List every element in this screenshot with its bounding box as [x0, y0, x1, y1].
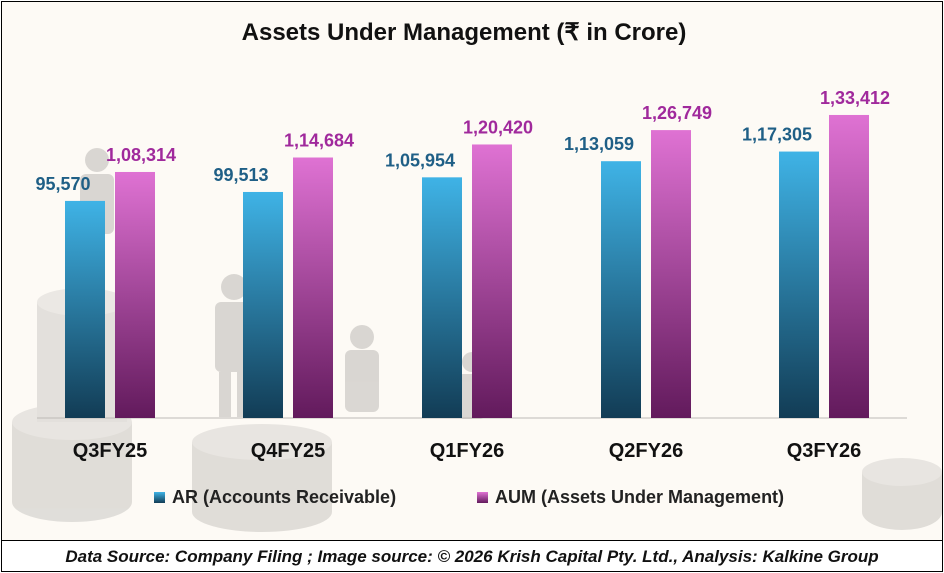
- source-text: Data Source: Company Filing ; Image sour…: [65, 546, 879, 566]
- bar-aum-q3fy26: [829, 114, 869, 418]
- legend-swatch: [477, 492, 488, 503]
- data-label-aum-q3fy25: 1,08,314: [106, 145, 176, 165]
- data-label-aum-q1fy26: 1,20,420: [463, 117, 533, 137]
- bar-aum-q3fy25: [115, 171, 155, 418]
- data-label-ar-q4fy25: 99,513: [213, 165, 268, 185]
- data-label-ar-q2fy26: 1,13,059: [564, 134, 634, 154]
- data-label-ar-q1fy26: 1,05,954: [385, 150, 455, 170]
- data-label-aum-q4fy25: 1,14,684: [284, 131, 354, 151]
- bar-aum-q1fy26: [472, 144, 512, 418]
- background-illustration: [2, 2, 942, 532]
- coin-stack-left: [12, 288, 942, 532]
- chart-title: Assets Under Management (₹ in Crore): [242, 19, 687, 46]
- legend-item-aum: AUM (Assets Under Management): [477, 487, 784, 507]
- bar-aum-q4fy25: [293, 157, 333, 418]
- legend-label: AR (Accounts Receivable): [172, 487, 396, 507]
- bar-chart: Assets Under Management (₹ in Crore) 95,…: [35, 19, 907, 507]
- x-tick-label-q2fy26: Q2FY26: [609, 440, 683, 462]
- data-label-ar-q3fy26: 1,17,305: [742, 125, 812, 145]
- bar-ar-q1fy26: [422, 177, 462, 418]
- bar-ar-q3fy25: [65, 200, 105, 418]
- bar-aum-q2fy26: [651, 130, 691, 418]
- bar-ar-q3fy26: [779, 151, 819, 419]
- legend: AR (Accounts Receivable) AUM (Assets Unde…: [154, 487, 784, 507]
- bars-layer: 95,570 1,08,314 Q3FY25 99,513 1,14,684 Q4FY25…: [35, 88, 890, 462]
- x-tick-label-q3fy25: Q3FY25: [73, 440, 147, 462]
- legend-label: AUM (Assets Under Management): [495, 487, 784, 507]
- data-label-aum-q3fy26: 1,33,412: [820, 88, 890, 108]
- legend-item-ar: AR (Accounts Receivable): [154, 487, 396, 507]
- source-footer: Data Source: Company Filing ; Image sour…: [2, 540, 942, 571]
- bar-ar-q2fy26: [601, 161, 641, 418]
- x-tick-label-q4fy25: Q4FY25: [251, 440, 325, 462]
- x-tick-label-q3fy26: Q3FY26: [787, 440, 861, 462]
- legend-swatch: [154, 492, 165, 503]
- data-label-ar-q3fy25: 95,570: [35, 174, 90, 194]
- bar-ar-q4fy25: [243, 191, 283, 418]
- x-tick-label-q1fy26: Q1FY26: [430, 440, 504, 462]
- data-label-aum-q2fy26: 1,26,749: [642, 103, 712, 123]
